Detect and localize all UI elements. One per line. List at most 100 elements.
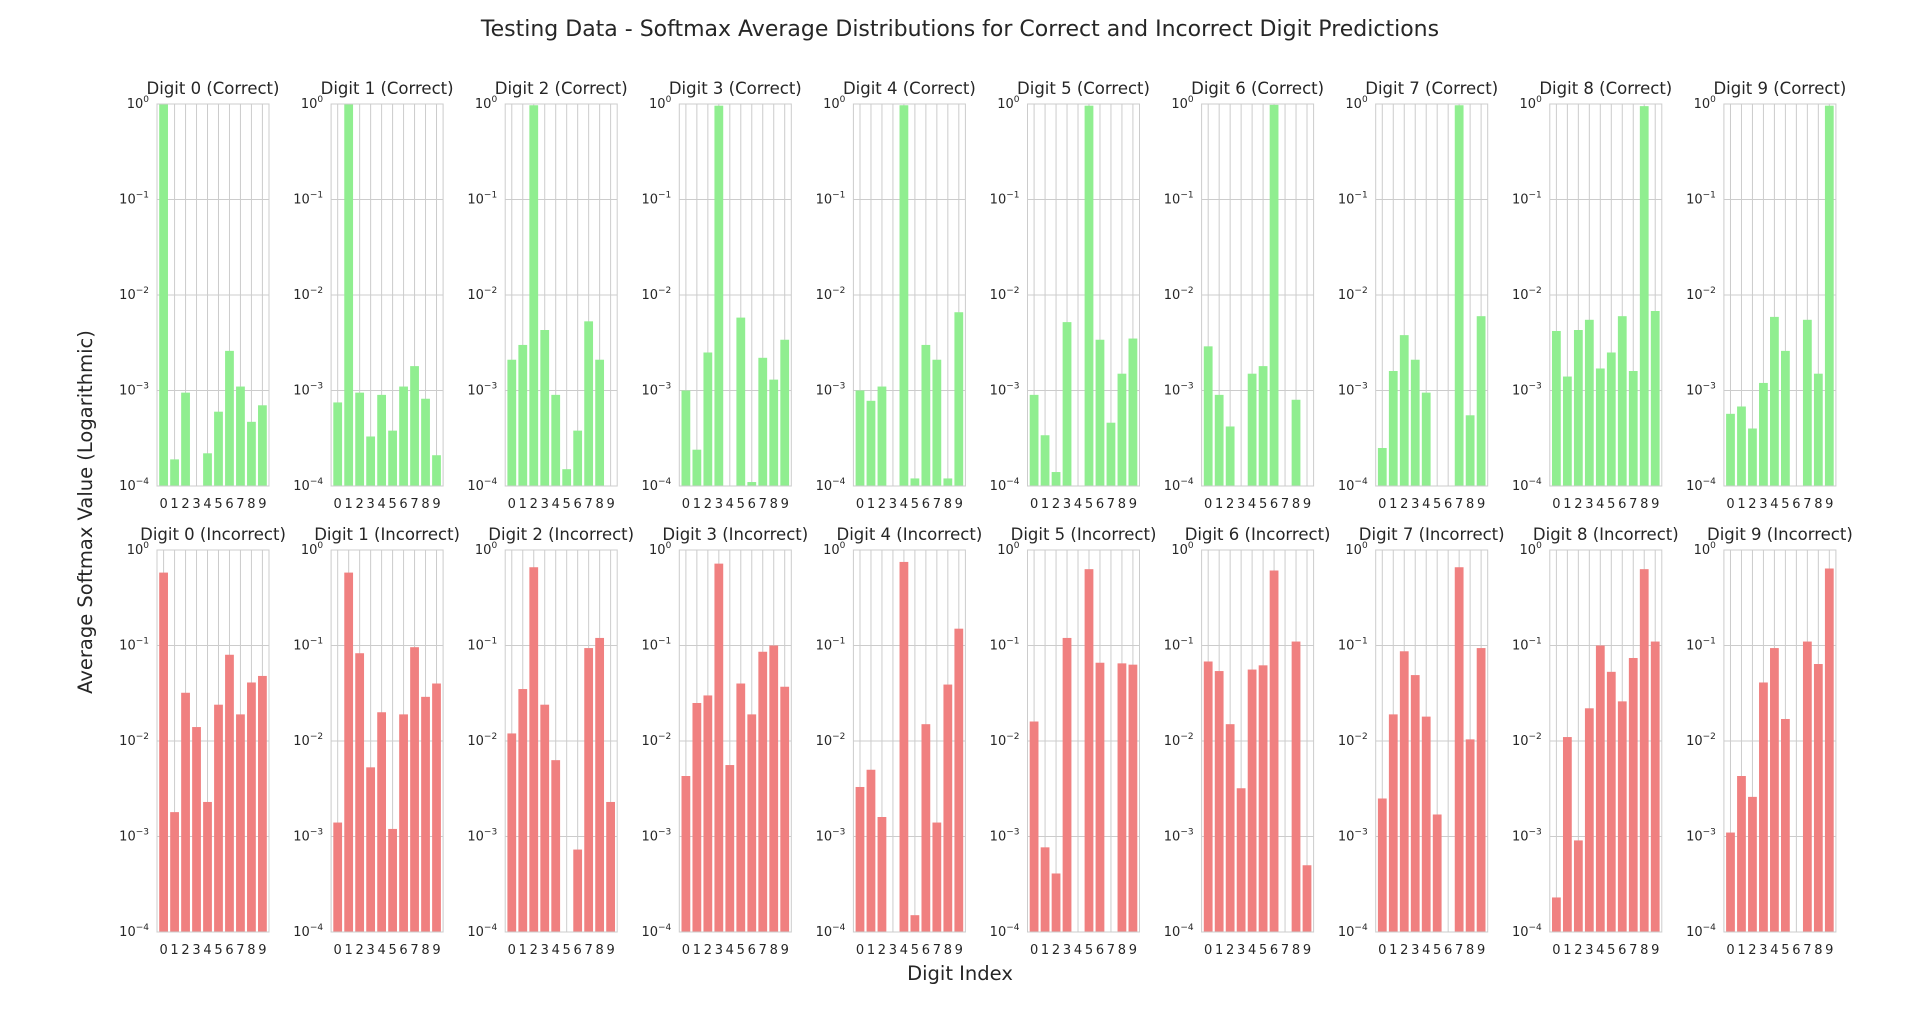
bar-digit-6	[573, 849, 583, 932]
x-tick-label: 4	[377, 943, 385, 958]
bar-digit-4	[551, 394, 561, 486]
bar-digit-2	[703, 695, 713, 932]
bar-digit-0	[1726, 413, 1735, 486]
bar-digit-9	[954, 312, 964, 486]
bar-digit-7	[758, 357, 768, 486]
bar-digit-2	[355, 653, 365, 932]
bar-digit-4	[1770, 648, 1779, 932]
bar-digit-8	[1291, 641, 1301, 932]
y-tick-label: 10−1	[1686, 637, 1716, 654]
x-tick-label: 6	[1096, 943, 1104, 958]
bar-digit-0	[1029, 394, 1039, 486]
y-tick-label: 10−1	[990, 637, 1020, 654]
bar-digit-1	[1562, 737, 1572, 932]
bar-digit-5	[1258, 366, 1268, 486]
bar-digit-9	[1824, 568, 1834, 932]
plot-frame	[852, 549, 966, 933]
bar-digit-3	[1236, 788, 1246, 932]
x-tick-label: 2	[704, 497, 712, 512]
x-tick-label: 2	[1748, 497, 1756, 512]
bar-digit-1	[1737, 776, 1746, 932]
bar-digit-0	[507, 359, 517, 486]
bar-digit-8	[769, 645, 779, 932]
x-tick-label: 2	[181, 943, 189, 958]
y-tick-label: 10−4	[467, 923, 497, 940]
bar-digit-0	[1203, 661, 1213, 932]
x-tick-label: 8	[247, 497, 255, 512]
plot-frame	[1027, 549, 1140, 933]
y-tick-label: 10−3	[119, 382, 149, 399]
x-tick-label: 0	[508, 497, 516, 512]
bar-digit-9	[1824, 105, 1834, 486]
x-tick-label: 1	[1389, 497, 1397, 512]
y-tick-label: 10−3	[1686, 382, 1716, 399]
bar-digit-6	[747, 714, 757, 932]
bar-digit-4	[1247, 669, 1257, 932]
bar-digit-5	[910, 915, 920, 932]
plot-frame	[1723, 549, 1837, 933]
x-tick-label: 0	[334, 943, 342, 958]
bar-digit-6	[921, 344, 931, 486]
x-tick-label: 0	[1726, 497, 1734, 512]
bar-digit-5	[1606, 671, 1616, 932]
bar-digit-9	[780, 339, 790, 486]
y-tick-label: 10−1	[641, 191, 671, 208]
x-tick-label: 7	[1281, 497, 1289, 512]
x-tick-label: 0	[159, 497, 167, 512]
panel-title: Digit 6 (Correct)	[1191, 79, 1324, 98]
y-tick-label: 10−4	[119, 477, 149, 494]
y-tick-label: 10−4	[1686, 477, 1716, 494]
correct-panel-6: Digit 6 (Correct) 10−4 10−3 10−2 10−1 100 0 1 2 3…	[1164, 79, 1324, 512]
y-tick-label: 100	[127, 95, 150, 112]
x-tick-label: 5	[1259, 943, 1267, 958]
y-tick-label: 10−4	[1512, 477, 1542, 494]
x-tick-label: 5	[563, 943, 571, 958]
bar-digit-3	[540, 330, 550, 486]
y-tick-label: 10−3	[467, 382, 497, 399]
bar-digit-1	[170, 459, 179, 486]
bar-digit-6	[1095, 339, 1105, 486]
x-tick-label: 8	[421, 497, 429, 512]
x-tick-label: 9	[606, 943, 614, 958]
plot-frame	[1201, 549, 1315, 933]
y-tick-label: 100	[649, 541, 672, 558]
x-tick-label: 9	[1477, 497, 1485, 512]
bar-digit-0	[855, 390, 865, 486]
bar-digit-5	[214, 411, 223, 486]
x-tick-label: 9	[432, 497, 440, 512]
incorrect-panel-5: Digit 5 (Incorrect) 10−4 10−3 10−2 10−1 100 0 1…	[990, 525, 1157, 958]
bar-digit-4	[1595, 368, 1605, 486]
x-tick-label: 5	[737, 497, 745, 512]
bar-digit-3	[1584, 708, 1594, 932]
bar-digit-7	[758, 651, 768, 932]
panel-title: Digit 0 (Correct)	[147, 79, 280, 98]
bar-digit-9	[1128, 664, 1138, 932]
x-tick-label: 8	[1118, 943, 1126, 958]
incorrect-panel-6: Digit 6 (Incorrect) 10−4 10−3 10−2 10−1 100 0 1…	[1164, 525, 1331, 958]
y-tick-label: 100	[997, 541, 1020, 558]
x-tick-label: 7	[1455, 943, 1463, 958]
x-tick-label: 6	[225, 943, 233, 958]
x-tick-label: 8	[770, 497, 778, 512]
x-tick-label: 9	[1477, 943, 1485, 958]
bar-digit-1	[1562, 376, 1572, 486]
bar-digit-9	[954, 628, 964, 932]
bar-digit-8	[943, 684, 953, 932]
x-tick-label: 5	[388, 497, 396, 512]
bar-digit-4	[203, 801, 212, 932]
y-tick-label: 100	[127, 541, 150, 558]
y-tick-label: 10−3	[1164, 828, 1194, 845]
x-tick-label: 2	[356, 497, 364, 512]
x-tick-label: 4	[203, 943, 211, 958]
bar-digit-3	[540, 704, 550, 932]
bar-digit-0	[1029, 721, 1039, 932]
bar-digit-8	[1639, 106, 1649, 487]
bar-digit-7	[236, 714, 245, 932]
incorrect-panel-2: Digit 2 (Incorrect) 10−4 10−3 10−2 10−1 100 0 1…	[467, 525, 634, 958]
y-tick-label: 10−4	[990, 923, 1020, 940]
x-tick-label: 3	[1411, 497, 1419, 512]
bar-digit-0	[1377, 798, 1387, 932]
x-tick-label: 8	[595, 943, 603, 958]
panel-title: Digit 9 (Incorrect)	[1707, 525, 1853, 544]
